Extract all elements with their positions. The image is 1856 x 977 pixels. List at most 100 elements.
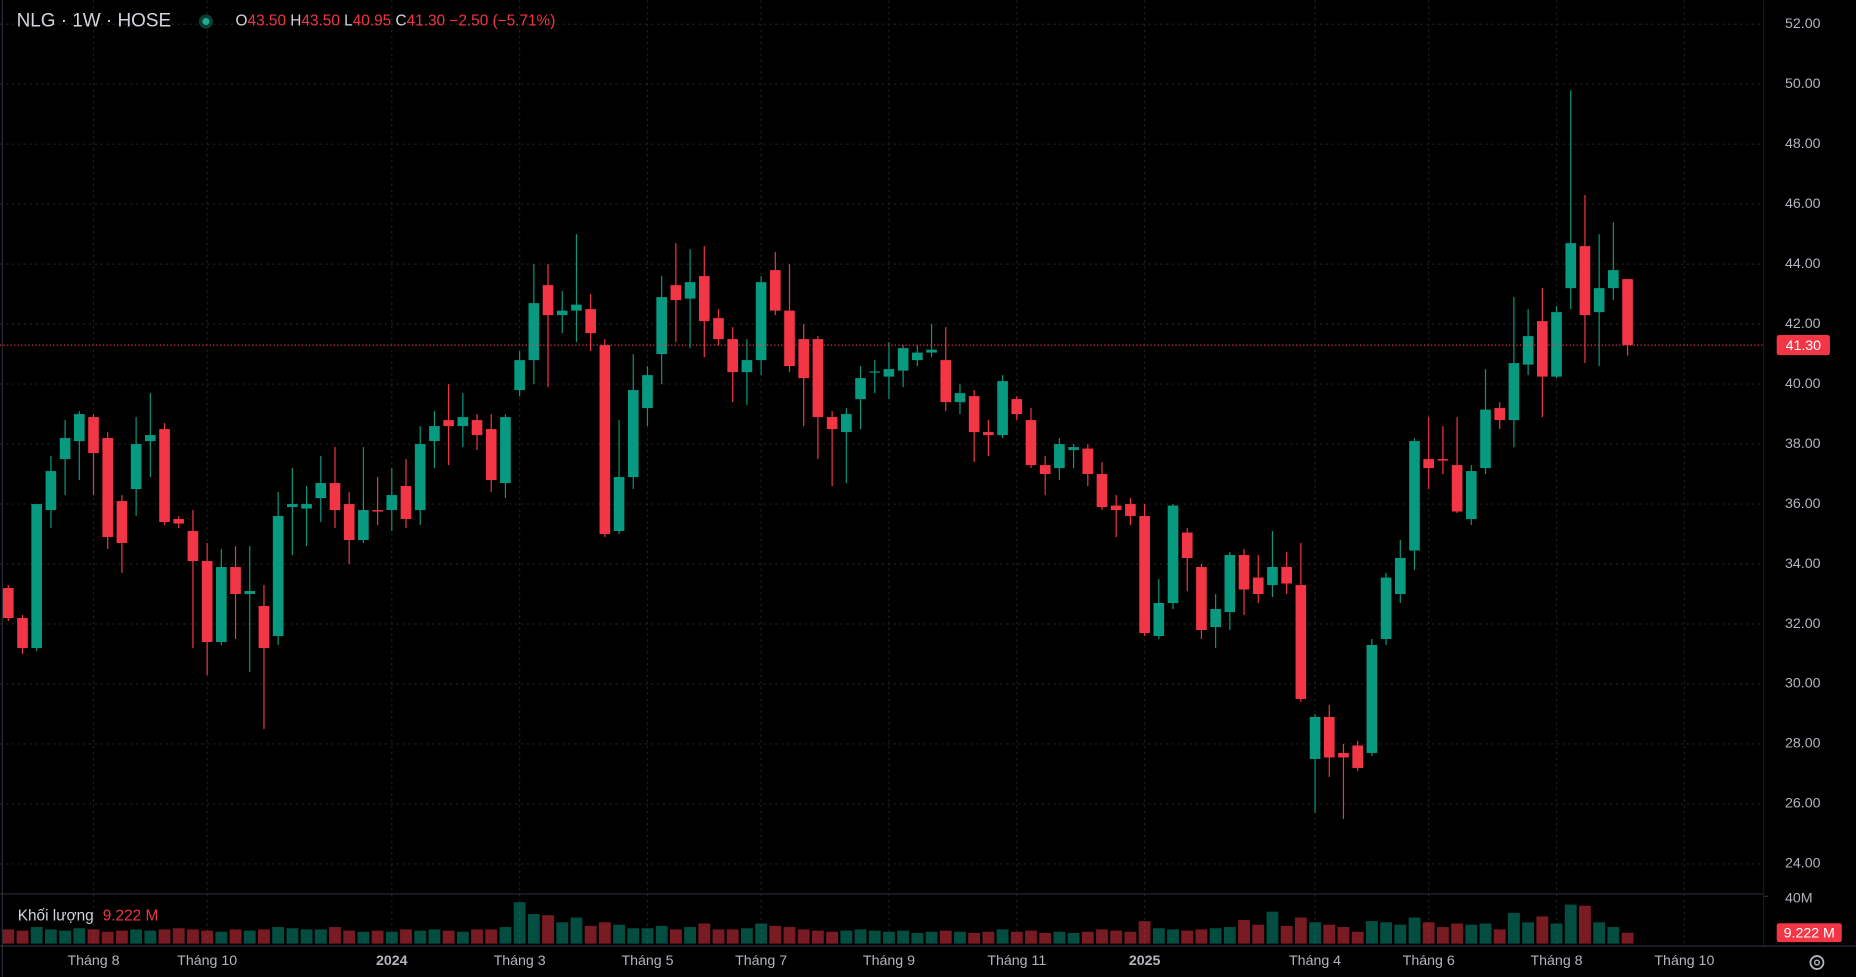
volume-bar [1522,922,1535,944]
volume-bar [1138,921,1151,944]
candle-body [1451,465,1463,512]
volume-bar [1266,911,1279,944]
candle-body [1252,577,1264,595]
volume-bar [229,929,242,944]
candle-body [31,504,43,648]
candle-body [272,516,284,637]
settings-icon[interactable] [1809,955,1825,970]
x-tick-label: Tháng 9 [863,953,915,969]
volume-bar [1536,916,1549,944]
volume-bar [1010,931,1023,944]
volume-bar [1294,917,1307,944]
volume-bar [684,927,696,944]
candle-body [130,444,142,490]
volume-bar [1394,924,1407,944]
candle-body [997,381,1008,436]
candle-body [585,309,596,334]
candle-body [784,310,795,367]
volume-bar [826,931,839,944]
candle-body [1522,336,1534,365]
x-tick-label: Tháng 10 [177,953,237,969]
ohlc-legend: O43.50 H43.50 L40.95 C41.30 −2.50 (−5.71… [236,13,556,30]
volume-bar [1621,932,1634,944]
candle-body [1054,444,1065,469]
candle-body [514,360,525,391]
volume-bar [1564,904,1577,944]
y-tick-label: 44.00 [1785,256,1821,272]
volume-bar [73,928,86,944]
volume-bar [968,932,981,944]
volume-bar [44,929,57,944]
candle-body [1295,585,1307,699]
y-tick-label: 34.00 [1785,556,1821,572]
volume-bar [187,929,199,944]
y-tick-label: 26.00 [1785,796,1821,812]
volume-bar [939,930,952,944]
axes: 24.00 26.00 28.00 30.00 32.00 34.00 36.00 38.00… [67,16,1842,969]
candle-body [1125,504,1136,517]
candle-body [1210,609,1221,628]
volume-bar [1167,929,1179,944]
candle-body [1366,644,1378,753]
candle-body [897,348,909,371]
volume-bar [414,930,427,944]
candle-body [372,510,383,512]
volume-bar [172,928,185,944]
candle-body [841,414,852,433]
volume-bar [1323,924,1336,944]
x-tick-label: Tháng 3 [494,953,546,969]
volume-bar [911,932,924,944]
y-tick-label: 48.00 [1785,136,1821,152]
x-tick-label: Tháng 5 [621,953,673,969]
volume-bar [30,927,43,944]
x-tick-label: 2024 [376,953,408,969]
candle-body [358,510,369,541]
volume-last: 9.222 M [103,907,159,924]
x-tick-label: Tháng 10 [1654,953,1714,969]
volume-bar [286,928,299,944]
volume-bar [201,930,214,944]
high-key: H [290,13,301,30]
volume-bar [2,929,15,944]
candle-body [102,438,114,538]
volume-bar [215,931,228,944]
candle-body [1323,716,1335,758]
candle-body [968,396,980,433]
volume-bar [854,929,867,944]
volume-bar [1039,932,1052,944]
candle-body [414,444,426,511]
candle-body [1153,603,1165,637]
candle-body [1437,459,1449,461]
candle-body [869,371,881,373]
candle-body [741,360,753,373]
volume-bar [897,930,910,944]
candle-body [216,567,227,643]
candle-body [1593,288,1605,313]
candle-body [769,270,781,311]
plot [0,90,1764,944]
y-tick-label: 42.00 [1785,316,1821,332]
candle-body [1537,321,1548,377]
candle-body [1238,555,1250,590]
y2-tick-label: 40M [1785,890,1813,906]
volume-bar [499,927,512,944]
volume-bar [272,927,285,944]
low-value: 40.95 [353,13,391,30]
last-price-label: 41.30 [1786,338,1822,354]
candle-body [1267,567,1278,586]
candle-body [1110,505,1122,511]
volume-bar [840,930,853,944]
volume-bar [1195,929,1208,944]
candle-body [684,282,696,299]
candle-body [926,349,937,353]
volume-bar [1067,932,1080,944]
x-tick-label: Tháng 8 [1530,953,1582,969]
candle-body [145,435,156,442]
candle-body [1380,577,1392,640]
x-tick-label: Tháng 8 [67,953,119,969]
volume-bar [1408,917,1421,944]
settings-button[interactable] [1809,955,1825,970]
volume-bar [1081,931,1094,944]
volume-bar [641,928,654,944]
candle-body [1139,516,1150,634]
